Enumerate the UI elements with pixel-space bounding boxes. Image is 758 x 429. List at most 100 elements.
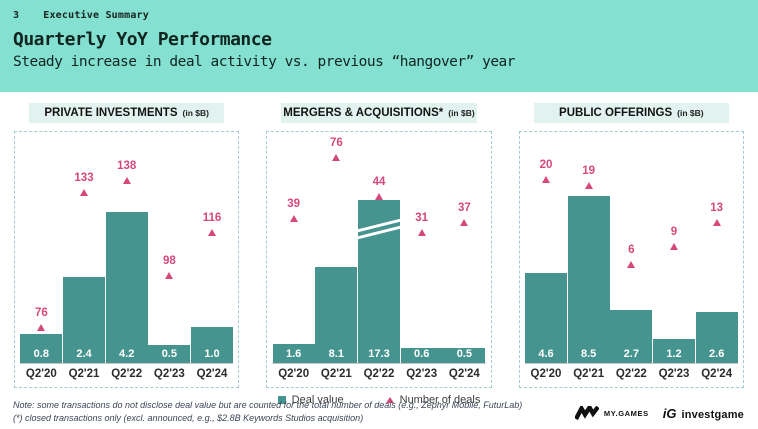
deal-value-square-icon [277,396,286,404]
bar-value-label: 1.0 [204,348,220,360]
deals-marker-icon [417,229,426,236]
deals-marker-icon [584,182,593,189]
x-axis-label: Q2'22 [615,368,647,380]
deals-marker-icon [541,176,550,183]
section-label: Executive Summary [43,10,149,21]
deals-marker-icon [670,243,678,250]
category-slot: 8.1 76 [315,132,358,363]
deals-count-label: 76 [329,137,343,149]
deals-count-label: 133 [74,172,94,184]
bar-value-label: 2.4 [76,348,92,360]
plot-area: 0.8 76 2.4 133 4.2 138 0.5 98 1.0 116 [20,132,234,364]
deals-marker-icon [712,219,721,226]
chart-public-offerings: PUBLIC OFFERINGS (in $B) 4.6 20 8.5 19 2.7 6 1.2… [518,103,744,388]
slide-footer: Note: some transactions do not disclose … [13,399,744,424]
bar-value-label: 2.7 [623,348,639,360]
category-slot: 1.2 9 [653,132,696,363]
chart-title-band: PRIVATE INVESTMENTS (in $B) [29,103,225,123]
slide-header: 3 Executive Summary Quarterly YoY Perfor… [0,0,758,92]
charts-row: PRIVATE INVESTMENTS (in $B) 0.8 76 2.4 133 4.2… [0,92,758,388]
page-number: 3 [13,10,20,21]
x-axis-label: Q2'23 [153,368,185,380]
deals-count-label: 116 [202,212,222,224]
x-axis: Q2'20 Q2'21 Q2'22 Q2'23 Q2'24 [20,364,233,386]
category-slot: 2.6 13 [695,132,738,363]
deals-count-label: 37 [457,202,471,214]
deals-count-label: 20 [539,159,553,171]
plot-area: 4.6 20 8.5 19 2.7 6 1.2 9 2.6 13 [524,132,738,364]
slide-kicker: 3 Executive Summary [13,10,758,21]
x-axis: Q2'20 Q2'21 Q2'22 Q2'23 Q2'24 [272,364,485,386]
chart-unit-label: (in $B) [182,108,209,118]
deal-value-bar: 1.6 [272,344,315,363]
category-slot: 4.2 138 [105,132,148,363]
legend-number-of-deals: Number of deals [385,394,480,406]
x-axis-label: Q2'20 [25,368,57,380]
deals-count-label: 98 [162,255,176,267]
chart-private-investments: PRIVATE INVESTMENTS (in $B) 0.8 76 2.4 133 4.2… [14,103,240,388]
x-axis-label: Q2'22 [111,368,143,380]
category-slot: 0.6 31 [400,132,443,363]
page-title: Quarterly YoY Performance [13,29,272,50]
chart-unit-label: (in $B) [448,108,475,118]
footnotes: Note: some transactions do not disclose … [13,399,522,424]
x-axis-label: Q2'23 [658,368,690,380]
mygames-label: MY.GAMES [603,409,649,418]
investgame-mark: iG [662,406,677,421]
deals-count-label: 19 [582,165,596,177]
deals-count-label: 13 [710,202,724,214]
x-axis-label: Q2'21 [320,368,352,380]
chart-title: MERGERS & ACQUISITIONS* [283,107,444,119]
chart-panel: 1.6 39 8.1 76 17.3 44 0.6 31 0.5 37 Q2'20 Q2'21 Q2'2… [266,131,492,388]
deals-marker-icon [37,324,46,331]
deals-marker-icon [375,193,383,200]
deals-marker-icon [627,261,636,268]
mygames-logo: MY.GAMES [574,406,649,421]
bar-value-label: 4.6 [538,348,554,360]
deals-marker-icon [122,177,131,184]
x-axis: Q2'20 Q2'21 Q2'22 Q2'23 Q2'24 [525,364,738,386]
x-axis-label: Q2'21 [68,368,100,380]
chart-title-band: MERGERS & ACQUISITIONS* (in $B) [281,103,477,123]
category-slot: 2.7 6 [610,132,653,363]
deal-value-bar: 1.0 [191,327,234,363]
investgame-logo: iG investgame [663,406,744,421]
category-slot: 1.0 116 [191,132,234,363]
deal-value-bar: 2.7 [610,310,653,363]
deal-value-bar: 0.6 [400,348,443,363]
bar-value-label: 8.1 [328,348,344,360]
page-subtitle: Steady increase in deal activity vs. pre… [13,54,516,70]
zigzag-m-logo-icon [574,406,599,421]
footnote-line: Note: some transactions do not disclose … [13,400,523,410]
deals-marker-icon [208,229,217,236]
deals-count-label: 138 [117,160,137,172]
deal-value-bar: 2.6 [695,312,738,363]
category-slot: 2.4 133 [63,132,106,363]
chart-panel: 0.8 76 2.4 133 4.2 138 0.5 98 1.0 116 Q2'20 Q2'21 Q2… [14,131,240,388]
x-axis-label: Q2'21 [573,368,605,380]
chart-title: PRIVATE INVESTMENTS [44,107,178,119]
x-axis-label: Q2'23 [406,368,438,380]
axis-break-icon [355,218,403,240]
deals-count-label: 9 [670,226,678,238]
bar-value-label: 0.5 [161,348,177,360]
x-axis-label: Q2'24 [448,368,480,380]
deals-count-label: 39 [287,198,301,210]
deals-count-label: 31 [415,212,429,224]
bar-value-label: 0.8 [33,348,49,360]
deal-value-bar: 4.6 [524,273,567,363]
x-axis-label: Q2'20 [530,368,562,380]
deal-value-bar: 2.4 [63,277,105,363]
deal-value-bar: 0.5 [443,348,486,363]
chart-panel: 4.6 20 8.5 19 2.7 6 1.2 9 2.6 13 Q2'20 Q2'21 Q2'22 Q2… [518,131,744,388]
deal-value-bar: 8.5 [567,196,610,363]
deal-value-bar: 1.2 [653,339,695,363]
x-axis-label: Q2'24 [196,368,228,380]
x-axis-label: Q2'20 [278,368,310,380]
plot-area: 1.6 39 8.1 76 17.3 44 0.6 31 0.5 37 [272,132,486,364]
category-slot: 0.8 76 [20,132,63,363]
bar-value-label: 0.6 [414,348,430,360]
bar-value-label: 4.2 [119,348,135,360]
category-slot: 1.6 39 [272,132,315,363]
